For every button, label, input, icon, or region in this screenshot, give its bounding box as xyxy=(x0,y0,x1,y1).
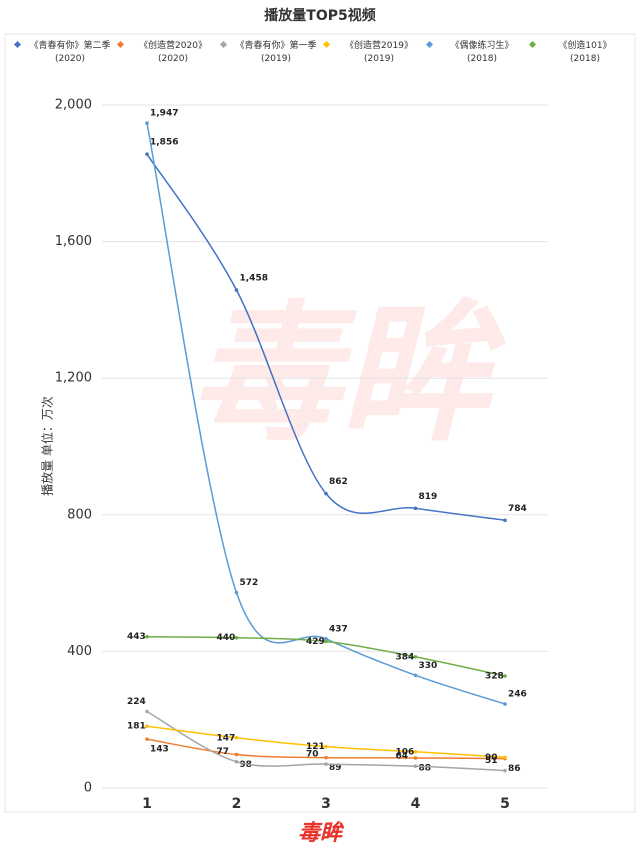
chart-frame xyxy=(4,33,636,813)
data-point xyxy=(324,636,328,641)
legend-marker xyxy=(528,40,537,49)
data-point xyxy=(324,762,328,766)
data-label: 1,856 xyxy=(150,138,178,148)
data-label: 330 xyxy=(419,661,438,671)
data-point xyxy=(324,755,328,760)
data-label: 64 xyxy=(396,752,409,762)
data-point xyxy=(413,750,418,754)
legend-label: 《创造101》(2018) xyxy=(558,39,611,64)
y-tick-label: 800 xyxy=(67,507,92,522)
data-label: 440 xyxy=(217,633,236,643)
legend-label: 《偶像练习生》(2018) xyxy=(450,39,513,64)
x-tick-label: 5 xyxy=(500,796,510,812)
data-point xyxy=(145,121,149,125)
data-point xyxy=(503,518,507,523)
data-label: 88 xyxy=(419,763,432,773)
data-label: 143 xyxy=(150,745,169,755)
data-point xyxy=(145,724,149,728)
legend-marker xyxy=(219,40,228,49)
data-point xyxy=(234,288,239,292)
legend-marker xyxy=(322,40,331,49)
data-point xyxy=(234,759,239,764)
data-point xyxy=(503,768,507,773)
data-point xyxy=(145,152,149,156)
data-label: 328 xyxy=(485,671,504,681)
legend-label: 《青春有你》第一季(2019) xyxy=(235,39,316,64)
data-label: 437 xyxy=(329,624,348,634)
y-tick-label: 400 xyxy=(67,644,92,659)
data-point xyxy=(413,764,418,768)
y-tick-label: 1,600 xyxy=(55,234,92,249)
data-point xyxy=(324,491,328,496)
data-point xyxy=(324,744,328,749)
data-point xyxy=(234,752,239,757)
legend-label: 《创造营2020》(2020) xyxy=(139,39,207,64)
data-label: 443 xyxy=(127,632,146,642)
data-point xyxy=(503,755,507,760)
x-tick-label: 4 xyxy=(411,796,421,812)
data-point xyxy=(145,737,149,741)
y-axis-label: 播放量 单位：万次 xyxy=(40,396,55,496)
x-tick-label: 2 xyxy=(232,796,242,812)
data-label: 384 xyxy=(396,652,415,662)
data-point xyxy=(234,735,239,740)
data-label: 224 xyxy=(127,697,146,707)
data-label: 106 xyxy=(396,747,415,757)
data-label: 1,947 xyxy=(150,109,178,119)
data-point xyxy=(234,590,239,595)
data-point xyxy=(324,639,328,644)
y-tick-label: 2,000 xyxy=(55,98,92,113)
data-label: 147 xyxy=(217,733,236,743)
chart-title: 播放量TOP5视频 xyxy=(264,7,375,24)
data-label: 86 xyxy=(508,764,521,774)
data-label: 1,458 xyxy=(240,274,268,284)
data-label: 784 xyxy=(508,504,527,514)
data-label: 246 xyxy=(508,689,527,699)
legend-marker xyxy=(425,40,434,49)
data-label: 429 xyxy=(306,637,325,647)
series-line xyxy=(146,153,506,522)
data-point xyxy=(503,702,507,706)
data-label: 819 xyxy=(419,492,438,502)
data-label: 121 xyxy=(306,742,325,752)
data-point xyxy=(413,655,418,659)
data-point xyxy=(413,673,418,678)
data-point xyxy=(145,634,149,639)
data-label: 90 xyxy=(485,753,498,763)
series-line xyxy=(146,122,506,705)
x-tick-label: 1 xyxy=(142,796,152,812)
data-label: 51 xyxy=(485,756,498,766)
data-point xyxy=(413,506,418,511)
data-point xyxy=(413,756,418,760)
legend-label: 《青春有你》第二季(2020) xyxy=(29,39,110,64)
data-label: 98 xyxy=(240,760,253,770)
data-label: 89 xyxy=(329,763,342,773)
x-tick-label: 3 xyxy=(321,796,331,812)
watermark: 毒眸 xyxy=(190,288,506,462)
data-point xyxy=(145,709,149,714)
y-tick-label: 0 xyxy=(84,781,92,796)
footer-logo: 毒眸 xyxy=(298,820,345,846)
data-label: 572 xyxy=(240,578,259,588)
y-tick-label: 1,200 xyxy=(55,371,92,386)
data-label: 70 xyxy=(306,750,319,760)
data-label: 181 xyxy=(127,722,146,732)
data-point xyxy=(503,674,507,678)
data-point xyxy=(234,635,239,640)
data-label: 77 xyxy=(217,747,230,757)
data-label: 862 xyxy=(329,477,348,487)
legend-label: 《创造营2019》(2019) xyxy=(345,39,413,64)
